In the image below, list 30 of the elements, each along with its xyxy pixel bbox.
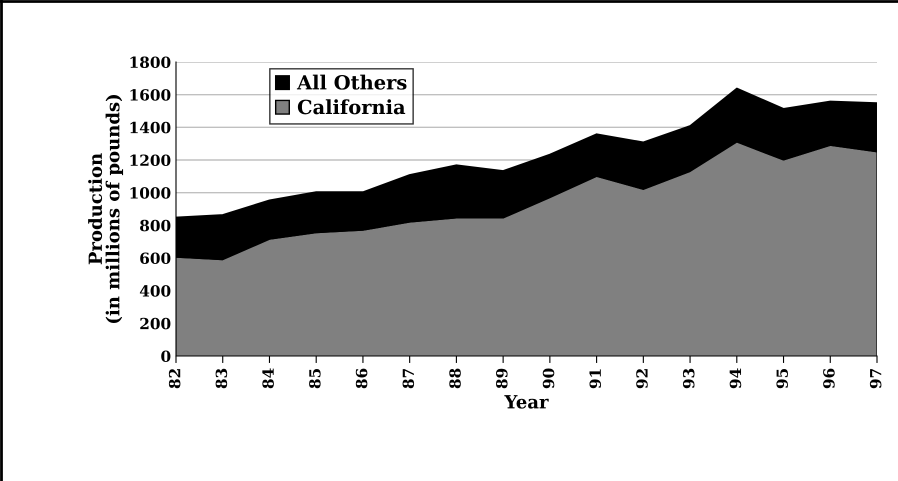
y-axis-title: Production (in millions of pounds) — [88, 95, 124, 323]
y-tick-label: 1200 — [130, 154, 170, 166]
y-tick-label: 400 — [140, 285, 170, 297]
y-tick-label: 0 — [161, 350, 170, 362]
legend-label: All Others — [296, 74, 407, 90]
y-tick-label: 1000 — [130, 187, 170, 199]
x-tick-label: 87 — [402, 369, 414, 388]
x-tick-label: 90 — [542, 368, 554, 388]
y-tick-label: 800 — [140, 220, 170, 232]
x-tick-label: 88 — [449, 368, 461, 388]
legend-label: California — [298, 99, 406, 114]
y-tick-label: 600 — [140, 252, 170, 264]
x-tick-label: 96 — [823, 368, 835, 388]
x-tick-label: 92 — [636, 369, 648, 388]
x-tick-label: 85 — [309, 368, 321, 388]
x-tick-label: 93 — [682, 368, 694, 388]
x-tick-label: 95 — [776, 368, 788, 388]
x-tick-label: 94 — [730, 368, 742, 388]
x-tick-label: 86 — [356, 368, 368, 388]
y-tick-label: 200 — [140, 318, 170, 330]
x-tick-label: 84 — [262, 368, 274, 388]
x-axis-title: Year — [504, 395, 549, 409]
x-tick-label: 97 — [870, 369, 882, 388]
x-tick-label: 91 — [589, 369, 602, 388]
y-tick-label: 1800 — [130, 56, 170, 68]
x-tick-label: 89 — [496, 368, 508, 388]
y-tick-label: 1600 — [130, 89, 170, 101]
x-tick-label: 82 — [168, 369, 180, 388]
y-tick-label: 1400 — [130, 122, 170, 134]
x-tick-label: 83 — [216, 368, 228, 388]
